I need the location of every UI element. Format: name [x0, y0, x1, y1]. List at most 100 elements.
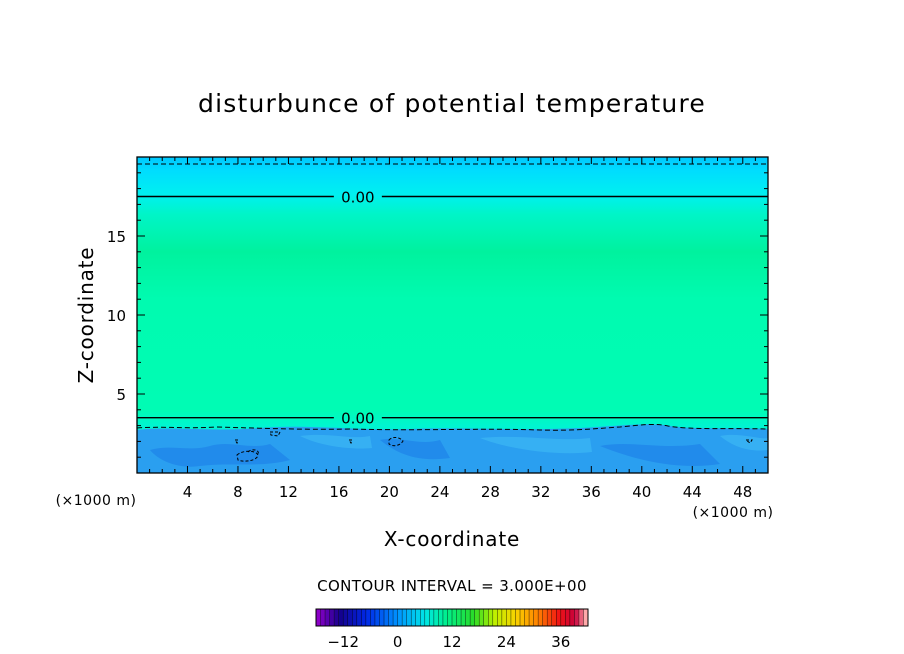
colorbar-segment	[542, 609, 548, 626]
field-bottom-band	[137, 424, 768, 473]
x-unit-label-left: (×1000 m)	[56, 493, 137, 509]
y-tick-label: 15	[107, 228, 126, 246]
field-background	[137, 157, 768, 473]
colorbar-segment	[551, 609, 557, 626]
contour-patch	[388, 437, 404, 447]
contour-patch	[234, 439, 239, 445]
colorbar-segment	[424, 609, 430, 626]
x-tick-label: 24	[430, 483, 449, 501]
colorbar-segment	[406, 609, 412, 626]
x-tick-label: 20	[380, 483, 399, 501]
colorbar-segment	[420, 609, 425, 626]
x-tick-label: 28	[481, 483, 500, 501]
colorbar-segment	[565, 609, 571, 626]
colorbar-tick-label: 24	[497, 633, 516, 651]
colorbar-segment	[506, 609, 512, 626]
field-bottom-patches	[150, 439, 720, 467]
colorbar-segment	[547, 609, 552, 626]
colorbar-segment	[533, 609, 539, 626]
colorbar-segment	[483, 609, 489, 626]
colorbar-segment	[438, 609, 444, 626]
contour-patch	[269, 431, 281, 437]
y-tick-label: 5	[116, 386, 126, 404]
colorbar-segment	[497, 609, 503, 626]
colorbar-segment	[384, 609, 389, 626]
x-unit-label-right: (×1000 m)	[693, 505, 774, 521]
y-axis-title: Z-coordinate	[74, 247, 98, 384]
colorbar-tick-label: 0	[393, 633, 403, 651]
y-axis: 5 10 15	[107, 172, 768, 458]
colorbar-segment	[583, 609, 589, 626]
colorbar-segment	[325, 609, 330, 626]
colorbar-segment	[393, 609, 398, 626]
colorbar-segment	[388, 609, 394, 626]
colorbar-segment	[334, 609, 339, 626]
colorbar-segment	[456, 609, 462, 626]
colorbar-frame	[315, 608, 589, 627]
colorbar-segment	[461, 609, 466, 626]
contour-label: 0.00	[341, 410, 374, 428]
colorbar-tick-label: 36	[551, 633, 570, 651]
colorbar-segment	[474, 609, 480, 626]
colorbar-segment	[510, 609, 516, 626]
x-tick-label: 48	[733, 483, 752, 501]
colorbar-segment	[529, 609, 534, 626]
colorbar-tick-label: 12	[442, 633, 461, 651]
x-axis: 4 8 12 16 20 24 28 32 36 40 44 48	[149, 157, 756, 501]
colorbar-segment	[352, 609, 357, 626]
colorbar-segment	[560, 609, 566, 626]
colorbar-segment	[365, 609, 371, 626]
colorbar	[315, 608, 589, 627]
contour-label: 0.00	[341, 189, 374, 207]
colorbar-segment	[379, 609, 385, 626]
colorbar-segment	[447, 609, 453, 626]
colorbar-segment	[356, 609, 362, 626]
colorbar-segment	[515, 609, 521, 626]
colorbar-segment	[465, 609, 471, 626]
chart-title: disturbunce of potential temperature	[198, 89, 706, 118]
colorbar-segment	[429, 609, 435, 626]
colorbar-segment	[524, 609, 530, 626]
colorbar-segment	[338, 609, 344, 626]
colorbar-segment	[442, 609, 448, 626]
colorbar-segment	[347, 609, 353, 626]
contour-patch	[348, 439, 353, 445]
x-axis-title: X-coordinate	[384, 527, 520, 551]
colorbar-segment	[316, 609, 321, 626]
colorbar-segment	[578, 609, 584, 626]
colorbar-segment	[343, 609, 348, 626]
x-tick-label: 32	[531, 483, 550, 501]
contour-patch	[247, 449, 259, 455]
x-tick-label: 12	[279, 483, 298, 501]
colorbar-segment	[415, 609, 421, 626]
colorbar-segment	[569, 609, 575, 626]
field-bottom-patches-light	[300, 434, 768, 454]
colorbar-segment	[488, 609, 493, 626]
x-tick-label: 36	[582, 483, 601, 501]
contour-patch	[236, 450, 259, 462]
colorbar-ticks: −12 0 12 24 36	[327, 633, 570, 651]
x-tick-label: 8	[233, 483, 243, 501]
colorbar-segment	[411, 609, 416, 626]
colorbar-segment	[574, 609, 580, 626]
colorbar-segment	[520, 609, 525, 626]
colorbar-tick-label: −12	[327, 633, 359, 651]
colorbar-segment	[320, 609, 326, 626]
colorbar-segment	[329, 609, 335, 626]
colorbar-segment	[402, 609, 407, 626]
x-tick-label: 4	[183, 483, 193, 501]
x-tick-label: 44	[683, 483, 702, 501]
colorbar-segment	[470, 609, 475, 626]
colorbar-segment	[452, 609, 457, 626]
colorbar-segment	[433, 609, 439, 626]
dashed-contour-lower	[137, 423, 768, 431]
colorbar-segment	[374, 609, 380, 626]
contour-patch	[744, 439, 753, 444]
colorbar-segment	[361, 609, 367, 626]
colorbar-segment	[397, 609, 403, 626]
x-tick-label: 40	[632, 483, 651, 501]
contour-lines: 0.00 0.00	[137, 189, 768, 428]
colorbar-segment	[492, 609, 498, 626]
colorbar-segment	[370, 609, 376, 626]
